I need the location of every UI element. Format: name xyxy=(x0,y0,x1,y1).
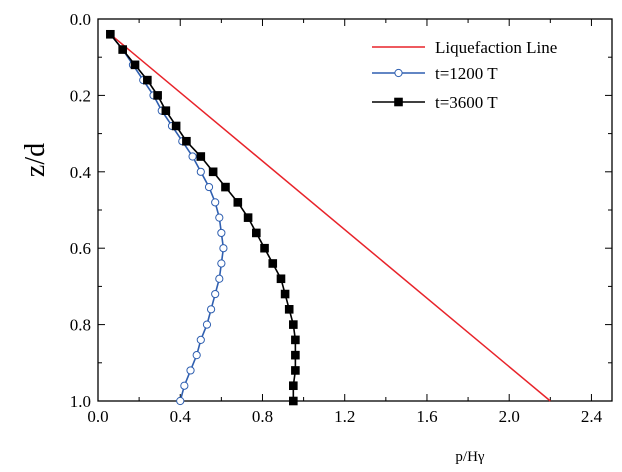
x-tick-label: 1.2 xyxy=(334,407,355,426)
data-point-circle xyxy=(219,244,228,253)
data-point-square xyxy=(130,60,140,70)
data-point-circle xyxy=(215,213,224,222)
data-point-square xyxy=(284,305,294,314)
data-point-circle xyxy=(206,305,216,314)
x-tick-label: 0.0 xyxy=(87,407,108,426)
data-point-circle xyxy=(394,68,403,78)
data-point-circle xyxy=(202,320,212,329)
data-point-square xyxy=(276,274,286,284)
data-point-square xyxy=(289,396,298,406)
series-1 xyxy=(109,33,551,402)
series-line xyxy=(109,33,225,402)
data-point-square xyxy=(291,335,300,345)
data-point-square xyxy=(291,350,300,360)
data-point-square xyxy=(161,106,171,115)
data-point-square xyxy=(171,121,181,131)
series-layer xyxy=(106,29,551,406)
plot-frame xyxy=(97,18,613,402)
y-tick-label: 0.0 xyxy=(70,10,91,29)
y-axis-title: z/d xyxy=(20,143,51,177)
series-line xyxy=(109,33,551,402)
x-axis-title: p/Hγ xyxy=(455,449,485,465)
data-point-square xyxy=(260,243,269,253)
legend-item-2: t=1200 T xyxy=(372,64,498,83)
labels-layer: 0.0 0.4 0.8 1.2 1.6 2.0 2.4 0.0 0.2 0.4 0.6 0.8 1.0 p… xyxy=(20,10,603,465)
data-point-square xyxy=(118,45,127,54)
data-point-square xyxy=(289,381,298,391)
y-tick-label: 1.0 xyxy=(70,392,91,411)
data-point-square xyxy=(233,198,243,207)
data-point-square xyxy=(208,167,218,177)
y-tick-label: 0.4 xyxy=(70,163,92,182)
series-2 xyxy=(106,30,228,406)
x-tick-label: 0.8 xyxy=(252,407,273,426)
y-tick-label: 0.6 xyxy=(70,239,91,258)
data-point-circle xyxy=(204,182,214,192)
data-point-square xyxy=(153,91,162,100)
data-point-square xyxy=(196,152,206,161)
data-point-square xyxy=(182,136,191,146)
x-tick-label: 2.0 xyxy=(499,407,520,426)
legend-label: t=3600 T xyxy=(435,93,498,112)
data-point-square xyxy=(252,228,261,238)
series-line xyxy=(109,33,297,401)
data-point-circle xyxy=(211,289,220,299)
y-tick-label: 0.2 xyxy=(70,86,91,105)
series-3 xyxy=(106,29,300,406)
data-point-circle xyxy=(217,259,226,268)
data-point-square xyxy=(243,213,253,222)
data-point-circle xyxy=(215,274,224,283)
data-point-circle xyxy=(196,335,205,344)
data-point-circle xyxy=(188,152,197,161)
x-tick-label: 1.6 xyxy=(416,407,437,426)
data-point-circle xyxy=(217,228,226,238)
data-point-square xyxy=(143,75,152,85)
legend: Liquefaction Line t=1200 T t=3600 T xyxy=(372,38,557,112)
data-point-square xyxy=(221,182,230,192)
axes-layer xyxy=(97,18,613,402)
x-tick-label: 2.4 xyxy=(581,407,603,426)
data-point-square xyxy=(394,97,403,107)
data-point-square xyxy=(106,29,115,39)
data-point-circle xyxy=(196,167,205,176)
y-tick-label: 0.8 xyxy=(70,316,91,335)
data-point-square xyxy=(289,320,298,329)
data-point-square xyxy=(268,259,278,268)
data-point-circle xyxy=(211,198,220,207)
legend-item-3: t=3600 T xyxy=(372,93,498,112)
data-point-circle xyxy=(176,396,185,406)
data-point-circle xyxy=(186,366,195,375)
data-point-square xyxy=(291,366,300,375)
data-point-circle xyxy=(192,351,201,360)
x-tick-label: 0.4 xyxy=(170,407,192,426)
legend-item-1: Liquefaction Line xyxy=(372,38,557,57)
legend-label: Liquefaction Line xyxy=(435,38,557,57)
data-point-square xyxy=(280,289,290,299)
data-point-circle xyxy=(180,381,189,390)
legend-label: t=1200 T xyxy=(435,64,498,83)
